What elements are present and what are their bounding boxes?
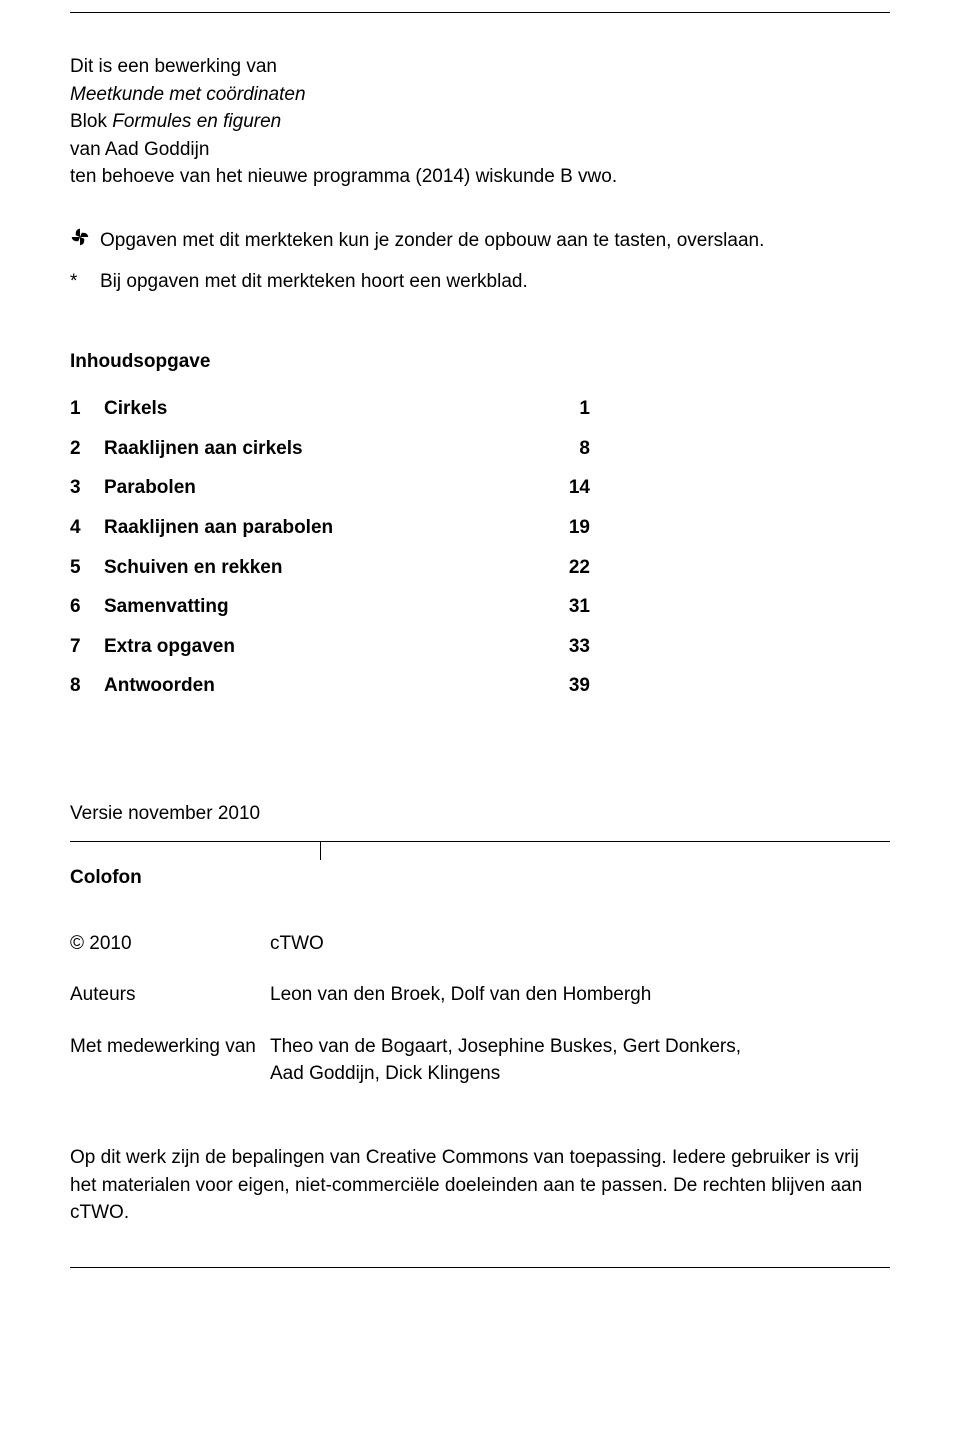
toc-page: 31 [550,593,590,621]
intro-block: Dit is een bewerking van Meetkunde met c… [70,53,890,191]
toc-num: 8 [70,672,104,700]
note-row: * Bij opgaven met dit merkteken hoort ee… [70,268,890,296]
colofon-heading: Colofon [70,864,890,892]
note-text: Opgaven met dit merkteken kun je zonder … [100,227,890,255]
colofon-contrib-line1: Theo van de Bogaart, Josephine Buskes, G… [270,1036,741,1057]
toc-num: 5 [70,554,104,582]
license-text: Op dit werk zijn de bepalingen van Creat… [70,1144,890,1227]
pinwheel-icon [70,227,100,247]
toc-num: 3 [70,474,104,502]
toc-page: 22 [550,554,590,582]
toc-item: 8 Antwoorden 39 [70,672,590,700]
intro-line3-italic: Formules en figuren [112,111,281,132]
intro-line1: Dit is een bewerking van [70,53,890,81]
toc-list: 1 Cirkels 1 2 Raaklijnen aan cirkels 8 3… [70,395,590,699]
colofon-separator [70,841,890,842]
intro-line5: ten behoeve van het nieuwe programma (20… [70,163,890,191]
toc-item: 7 Extra opgaven 33 [70,633,590,661]
colofon-contrib-label: Met medewerking van [70,1033,270,1088]
colofon-contrib-value: Theo van de Bogaart, Josephine Buskes, G… [270,1033,890,1088]
toc-num: 7 [70,633,104,661]
toc-title: Samenvatting [104,593,550,621]
toc-title: Parabolen [104,474,550,502]
colofon-authors-label: Auteurs [70,981,270,1009]
toc-item: 3 Parabolen 14 [70,474,590,502]
asterisk-marker: * [70,268,100,296]
toc-page: 39 [550,672,590,700]
colofon-row-copyright: © 2010 cTWO [70,930,890,958]
colofon-authors-value: Leon van den Broek, Dolf van den Homberg… [270,981,890,1009]
notes-block: Opgaven met dit merkteken kun je zonder … [70,227,890,296]
toc-item: 5 Schuiven en rekken 22 [70,554,590,582]
toc-heading: Inhoudsopgave [70,348,890,376]
toc-page: 19 [550,514,590,542]
note-row: Opgaven met dit merkteken kun je zonder … [70,227,890,255]
intro-line3: Blok Formules en figuren [70,108,890,136]
toc-title: Schuiven en rekken [104,554,550,582]
toc-page: 8 [550,435,590,463]
colofon-copyright-value: cTWO [270,930,890,958]
top-horizontal-rule [70,12,890,13]
intro-line3-prefix: Blok [70,111,112,132]
toc-item: 4 Raaklijnen aan parabolen 19 [70,514,590,542]
colofon-table: © 2010 cTWO Auteurs Leon van den Broek, … [70,930,890,1088]
colofon-copyright-label: © 2010 [70,930,270,958]
toc-num: 1 [70,395,104,423]
colofon-contrib-line2: Aad Goddijn, Dick Klingens [270,1063,500,1084]
version-text: Versie november 2010 [70,800,890,828]
toc-item: 2 Raaklijnen aan cirkels 8 [70,435,590,463]
toc-title: Antwoorden [104,672,550,700]
intro-line4: van Aad Goddijn [70,136,890,164]
toc-num: 4 [70,514,104,542]
colofon-row-authors: Auteurs Leon van den Broek, Dolf van den… [70,981,890,1009]
toc-section: Inhoudsopgave 1 Cirkels 1 2 Raaklijnen a… [70,348,890,700]
toc-title: Cirkels [104,395,550,423]
toc-num: 6 [70,593,104,621]
toc-title: Extra opgaven [104,633,550,661]
intro-line2: Meetkunde met coördinaten [70,81,890,109]
toc-page: 33 [550,633,590,661]
toc-page: 14 [550,474,590,502]
note-text: Bij opgaven met dit merkteken hoort een … [100,268,890,296]
toc-item: 6 Samenvatting 31 [70,593,590,621]
bottom-horizontal-rule [70,1267,890,1268]
colofon-row-contributors: Met medewerking van Theo van de Bogaart,… [70,1033,890,1088]
toc-title: Raaklijnen aan cirkels [104,435,550,463]
toc-num: 2 [70,435,104,463]
toc-page: 1 [550,395,590,423]
toc-title: Raaklijnen aan parabolen [104,514,550,542]
toc-item: 1 Cirkels 1 [70,395,590,423]
